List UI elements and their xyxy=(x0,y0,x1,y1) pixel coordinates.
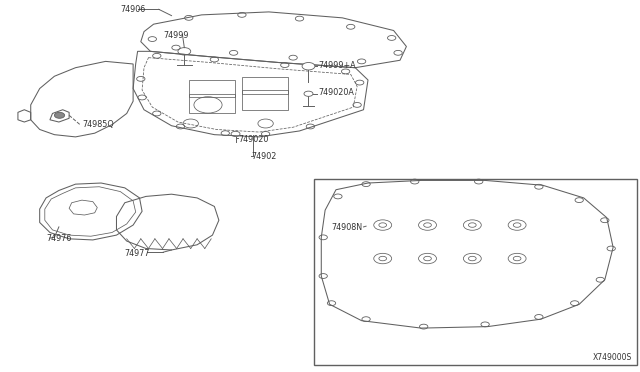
Bar xyxy=(189,80,235,97)
Text: 74908N: 74908N xyxy=(332,223,363,232)
Circle shape xyxy=(302,62,315,70)
Text: 74906: 74906 xyxy=(120,5,145,14)
Text: 74977: 74977 xyxy=(125,249,150,258)
Text: 74985Q: 74985Q xyxy=(82,120,114,129)
Bar xyxy=(314,179,637,365)
Bar xyxy=(242,90,288,110)
Text: 749020A: 749020A xyxy=(318,88,354,97)
Text: 74976: 74976 xyxy=(46,234,72,243)
Text: 74999: 74999 xyxy=(163,31,189,40)
Bar xyxy=(189,94,235,113)
Text: X749000S: X749000S xyxy=(593,353,632,362)
Bar xyxy=(242,77,288,94)
Circle shape xyxy=(304,91,313,96)
Text: 74902: 74902 xyxy=(251,153,276,161)
Circle shape xyxy=(54,112,65,118)
Text: 749020: 749020 xyxy=(238,135,268,144)
Text: 74999+A: 74999+A xyxy=(318,61,356,70)
